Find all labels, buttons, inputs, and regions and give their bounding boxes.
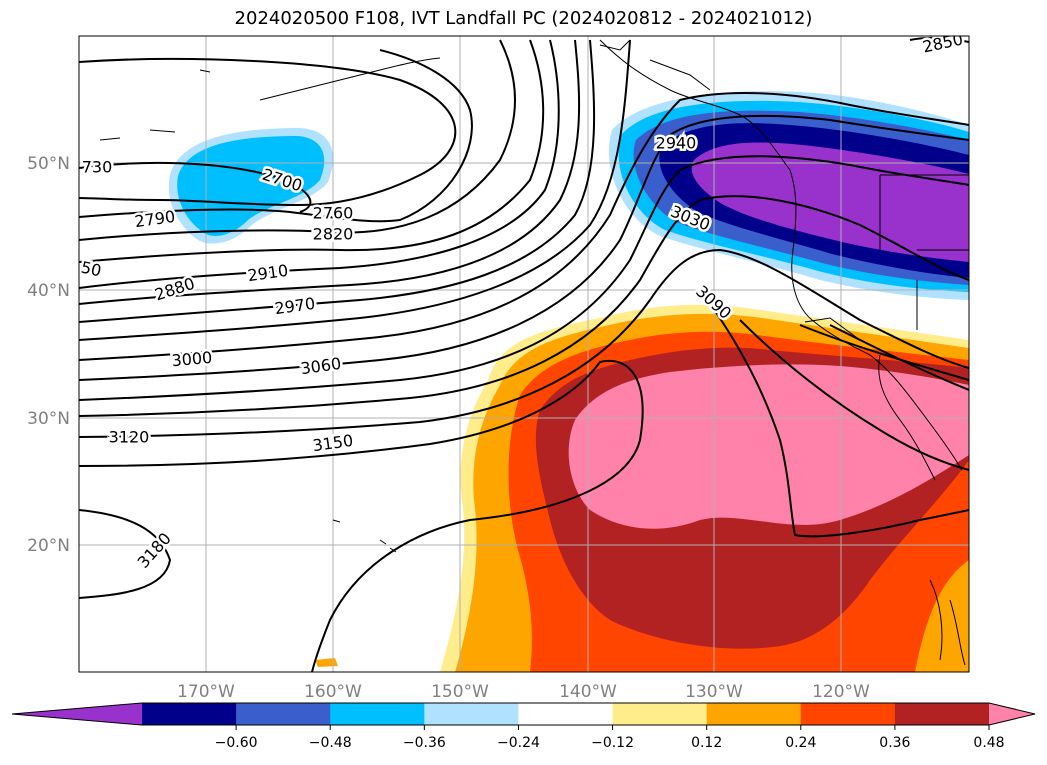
colorbar-swatch [236, 703, 331, 725]
colorbar-swatch [424, 703, 519, 725]
colorbar-tick-label: −0.60 [215, 735, 258, 751]
negative-anomaly-pacific-nw [608, 91, 969, 300]
lon-label-140w: 140°W [559, 682, 617, 702]
colorbar: −0.60 −0.48 −0.36 −0.24 −0.12 0.12 0.24 0.36 0.4… [11, 702, 1036, 751]
lat-label-40n: 40°N [27, 281, 70, 301]
lon-label-150w: 150°W [431, 682, 489, 702]
colorbar-tick-label: 0.48 [973, 735, 1004, 751]
colorbar-extend-min [12, 703, 142, 725]
lon-label-170w: 170°W [177, 682, 235, 702]
negative-anomaly-aleutian [168, 128, 333, 244]
latitude-labels: 50°N 40°N 30°N 20°N [27, 154, 70, 556]
colorbar-tick-label: −0.36 [403, 735, 446, 751]
colorbar-swatch [894, 703, 990, 725]
coastlines [99, 39, 969, 666]
colorbar-swatch [142, 703, 237, 725]
contour-label: 2820 [313, 225, 354, 244]
contour-label: 730 [82, 158, 113, 177]
colorbar-swatch [800, 703, 896, 725]
colorbar-swatch [612, 703, 708, 725]
colorbar-extend-max [989, 703, 1035, 725]
colorbar-tick-label: 0.24 [785, 735, 816, 751]
contour-label: 3000 [171, 348, 213, 370]
lat-label-30n: 30°N [27, 409, 70, 429]
contour-label: 2940 [656, 134, 697, 153]
contour-label: 3120 [109, 428, 150, 447]
map-title: 2024020500 F108, IVT Landfall PC (202402… [234, 8, 813, 29]
colorbar-swatch [330, 703, 425, 725]
colorbar-tick-label: −0.24 [497, 735, 540, 751]
colorbar-outline [11, 702, 1036, 726]
lon-label-160w: 160°W [304, 682, 362, 702]
map-frame [78, 35, 970, 673]
colorbar-tick-label: 0.36 [879, 735, 910, 751]
colorbar-tick-label: −0.12 [591, 735, 634, 751]
lat-label-50n: 50°N [27, 154, 70, 174]
lon-label-130w: 130°W [685, 682, 743, 702]
lon-label-120w: 120°W [812, 682, 870, 702]
colorbar-tick-label: 0.12 [691, 735, 722, 751]
longitude-labels: 170°W 160°W 150°W 140°W 130°W 120°W [177, 682, 870, 702]
colorbar-swatch [706, 703, 802, 725]
colorbar-tick-label: −0.48 [309, 735, 352, 751]
lat-label-20n: 20°N [27, 536, 70, 556]
colorbar-swatch [518, 703, 614, 725]
height-contours [79, 36, 969, 672]
contour-label: 2760 [313, 204, 354, 223]
